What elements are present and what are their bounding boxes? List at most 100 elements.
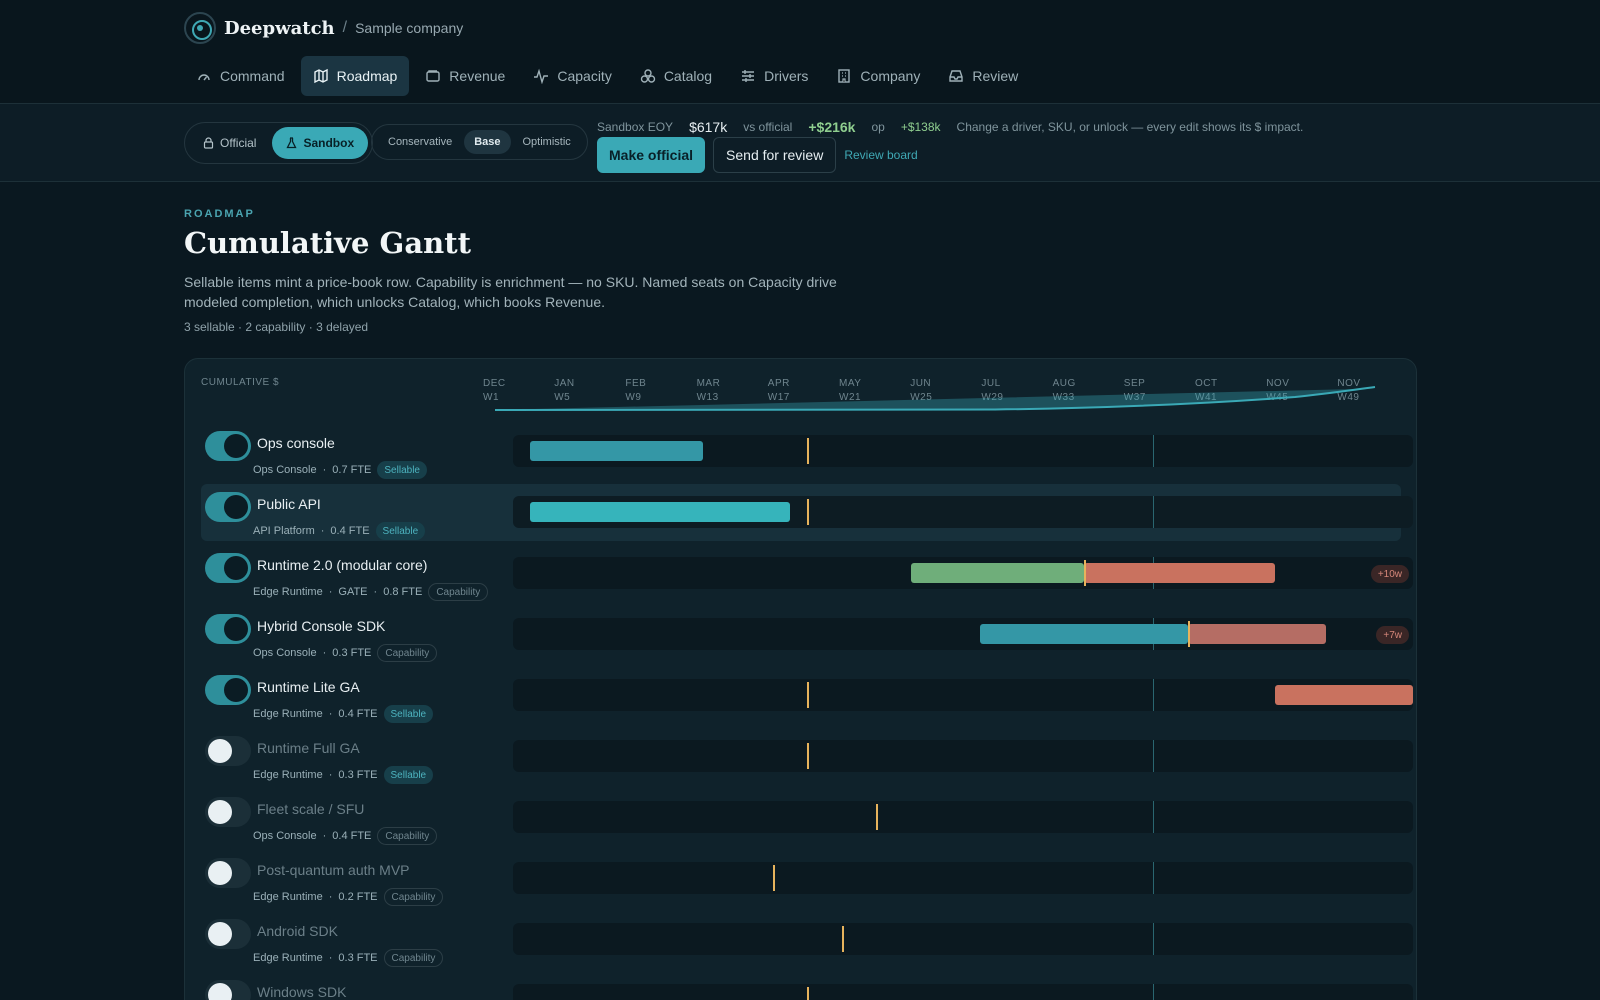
lock-icon bbox=[203, 137, 214, 149]
boxes-icon bbox=[640, 69, 656, 83]
op-label: op bbox=[871, 120, 885, 134]
gantt-row[interactable]: Post-quantum auth MVP Edge Runtime · 0.2 FT… bbox=[201, 850, 1413, 907]
meta-separator: · bbox=[373, 586, 378, 598]
row-title: Post-quantum auth MVP bbox=[257, 862, 410, 878]
gantt-track bbox=[513, 984, 1413, 1000]
timeline-header: DEC W1 JAN W5 FEB W9 MAR W13 APR W17 MAY W21 JUN W25 J… bbox=[483, 377, 1393, 409]
row-title: Runtime Full GA bbox=[257, 740, 360, 756]
scenario-conservative-button[interactable]: Conservative bbox=[388, 136, 453, 148]
op-value: +$138k bbox=[900, 120, 941, 134]
inbox-icon bbox=[949, 70, 964, 82]
delay-badge: +7w bbox=[1376, 626, 1409, 644]
row-enable-toggle[interactable] bbox=[205, 614, 251, 644]
week-label: W33 bbox=[1052, 392, 1075, 403]
meta-separator: · bbox=[320, 525, 325, 537]
tab-drivers[interactable]: Drivers bbox=[728, 56, 820, 96]
gantt-row[interactable]: Public API API Platform · 0.4 FTE Sellable bbox=[201, 484, 1413, 541]
row-enable-toggle[interactable] bbox=[205, 553, 251, 583]
company-switcher[interactable]: Sample company bbox=[355, 20, 464, 36]
row-enable-toggle[interactable] bbox=[205, 431, 251, 461]
week-label: W21 bbox=[839, 392, 862, 403]
gantt-bar-capability[interactable] bbox=[911, 563, 1085, 583]
page-title: Cumulative Gantt bbox=[184, 226, 471, 260]
make-official-button[interactable]: Make official bbox=[597, 137, 706, 173]
row-type-badge: Capability bbox=[383, 949, 444, 967]
gantt-bar-delayed[interactable] bbox=[1274, 685, 1413, 705]
gantt-row[interactable]: Runtime Full GA Edge Runtime · 0.3 FTE Sella… bbox=[201, 728, 1413, 785]
row-fte: 0.4 FTE bbox=[330, 525, 370, 537]
official-mode-button[interactable]: Official bbox=[189, 127, 270, 159]
row-fte: 0.3 FTE bbox=[338, 769, 378, 781]
gantt-panel: CUMULATIVE $ DEC W1 JAN W5 FEB W9 MAR W13 APR W17… bbox=[184, 358, 1417, 1000]
tab-roadmap[interactable]: Roadmap bbox=[300, 56, 410, 96]
gantt-track bbox=[513, 923, 1413, 955]
gantt-row[interactable]: Windows SDK bbox=[201, 972, 1413, 1000]
meta-separator: · bbox=[322, 464, 327, 476]
gantt-bar-sellable-bright[interactable] bbox=[530, 502, 790, 522]
timeline-month: JAN W5 bbox=[554, 377, 574, 405]
month-label: MAR bbox=[696, 378, 721, 389]
review-board-link[interactable]: Review board bbox=[844, 148, 918, 162]
gantt-bar-sellable[interactable] bbox=[980, 624, 1188, 644]
tab-review[interactable]: Review bbox=[936, 56, 1030, 96]
sandbox-mode-button[interactable]: Sandbox bbox=[272, 127, 369, 159]
timeline-month: FEB W9 bbox=[625, 377, 646, 405]
brand-separator: / bbox=[342, 19, 348, 36]
tab-label: Drivers bbox=[764, 68, 809, 84]
row-title: Runtime 2.0 (modular core) bbox=[257, 557, 428, 573]
meta-separator: · bbox=[328, 769, 333, 781]
toggle-knob bbox=[208, 800, 232, 824]
gantt-row[interactable]: Ops console Ops Console · 0.7 FTE Sellable bbox=[201, 423, 1413, 480]
today-line bbox=[1153, 862, 1155, 894]
row-fte: 0.7 FTE bbox=[332, 464, 372, 476]
month-label: SEP bbox=[1123, 378, 1146, 389]
scenario-base-button[interactable]: Base bbox=[464, 130, 511, 154]
tab-label: Capacity bbox=[557, 68, 612, 84]
toggle-knob bbox=[224, 434, 248, 458]
gantt-row[interactable]: Android SDK Edge Runtime · 0.3 FTE Capabilit… bbox=[201, 911, 1413, 968]
row-enable-toggle[interactable] bbox=[205, 675, 251, 705]
tab-capacity[interactable]: Capacity bbox=[521, 56, 623, 96]
send-for-review-button[interactable]: Send for review bbox=[713, 137, 837, 173]
gantt-bar-delayed-dim[interactable] bbox=[1188, 624, 1327, 644]
gantt-bar-sellable[interactable] bbox=[530, 441, 704, 461]
today-line bbox=[1153, 984, 1155, 1000]
row-enable-toggle[interactable] bbox=[205, 492, 251, 522]
row-fte: 0.4 FTE bbox=[338, 708, 378, 720]
week-label: W25 bbox=[910, 392, 933, 403]
timeline-month: NOV W49 bbox=[1337, 377, 1360, 405]
row-enable-toggle[interactable] bbox=[205, 919, 251, 949]
row-enable-toggle[interactable] bbox=[205, 980, 251, 1000]
row-enable-toggle[interactable] bbox=[205, 858, 251, 888]
tab-catalog[interactable]: Catalog bbox=[628, 56, 724, 96]
gantt-row[interactable]: Runtime 2.0 (modular core) Edge Runtime · G… bbox=[201, 545, 1413, 602]
row-enable-toggle[interactable] bbox=[205, 797, 251, 827]
row-meta: Ops Console · 0.4 FTE Capability bbox=[253, 827, 438, 845]
vs-official-label: vs official bbox=[743, 120, 793, 134]
gantt-bar-delayed[interactable] bbox=[1084, 563, 1275, 583]
gantt-track bbox=[513, 435, 1413, 467]
toggle-knob bbox=[224, 495, 248, 519]
month-label: JUL bbox=[981, 378, 1001, 389]
target-marker bbox=[1188, 621, 1190, 647]
brand[interactable]: Deepwatch / Sample company bbox=[184, 12, 463, 44]
tab-company[interactable]: Company bbox=[824, 56, 932, 96]
target-marker bbox=[807, 438, 810, 464]
tab-label: Roadmap bbox=[336, 68, 398, 84]
gantt-row[interactable]: Fleet scale / SFU Ops Console · 0.4 FTE Capa… bbox=[201, 789, 1413, 846]
row-meta: Edge Runtime · 0.3 FTE Sellable bbox=[253, 766, 434, 784]
mode-switch: Official Sandbox bbox=[184, 122, 374, 164]
gantt-row[interactable]: Hybrid Console SDK Ops Console · 0.3 FTE Cap… bbox=[201, 606, 1413, 663]
target-marker bbox=[876, 804, 879, 830]
row-type-badge: Sellable bbox=[383, 705, 434, 723]
timeline-month: DEC W1 bbox=[483, 377, 506, 405]
gantt-track bbox=[513, 801, 1413, 833]
scenario-optimistic-button[interactable]: Optimistic bbox=[522, 136, 571, 148]
row-team: Ops Console bbox=[253, 647, 317, 659]
tab-command[interactable]: Command bbox=[184, 56, 297, 96]
row-enable-toggle[interactable] bbox=[205, 736, 251, 766]
tab-revenue[interactable]: Revenue bbox=[413, 56, 517, 96]
tab-label: Command bbox=[220, 68, 285, 84]
vs-official-value: +$216k bbox=[808, 119, 856, 135]
gantt-row[interactable]: Runtime Lite GA Edge Runtime · 0.4 FTE Sella… bbox=[201, 667, 1413, 724]
